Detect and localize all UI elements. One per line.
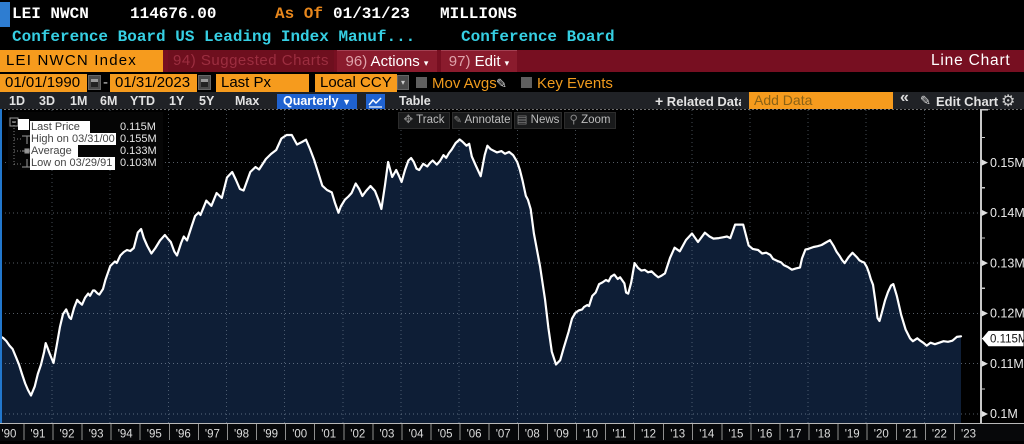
svg-text:0.12M: 0.12M (990, 307, 1024, 321)
svg-text:'22: '22 (932, 429, 947, 441)
svg-text:'01: '01 (321, 429, 336, 441)
svg-text:'92: '92 (60, 429, 75, 441)
svg-text:'10: '10 (583, 429, 598, 441)
svg-text:'23: '23 (961, 429, 976, 441)
svg-text:'04: '04 (409, 429, 425, 441)
svg-text:0.14M: 0.14M (990, 206, 1024, 220)
svg-text:'12: '12 (641, 429, 656, 441)
svg-text:'13: '13 (670, 429, 685, 441)
svg-text:'15: '15 (728, 429, 743, 441)
svg-text:'18: '18 (816, 429, 831, 441)
svg-text:'90: '90 (1, 429, 16, 441)
svg-text:'07: '07 (496, 429, 511, 441)
svg-text:0.1M: 0.1M (990, 407, 1018, 421)
svg-text:'17: '17 (787, 429, 802, 441)
svg-text:'91: '91 (30, 429, 45, 441)
svg-text:'20: '20 (874, 429, 889, 441)
svg-text:'02: '02 (350, 429, 365, 441)
svg-text:0.11M: 0.11M (990, 357, 1024, 371)
svg-text:'03: '03 (379, 429, 394, 441)
svg-text:'99: '99 (263, 429, 278, 441)
svg-text:'93: '93 (89, 429, 104, 441)
svg-text:'97: '97 (205, 429, 220, 441)
svg-text:'19: '19 (845, 429, 860, 441)
svg-text:'96: '96 (176, 429, 191, 441)
svg-text:'08: '08 (525, 429, 540, 441)
svg-text:'05: '05 (438, 429, 453, 441)
svg-text:0.15M: 0.15M (990, 156, 1024, 170)
svg-text:'98: '98 (234, 429, 249, 441)
svg-text:'06: '06 (467, 429, 482, 441)
svg-text:'94: '94 (118, 429, 134, 441)
svg-text:'14: '14 (699, 429, 715, 441)
svg-text:0.13M: 0.13M (990, 256, 1024, 270)
svg-text:0.115M: 0.115M (990, 334, 1024, 346)
svg-text:'16: '16 (757, 429, 772, 441)
svg-text:'00: '00 (292, 429, 307, 441)
svg-text:'21: '21 (903, 429, 918, 441)
svg-text:'09: '09 (554, 429, 569, 441)
svg-text:'95: '95 (147, 429, 162, 441)
svg-text:'11: '11 (612, 429, 626, 441)
